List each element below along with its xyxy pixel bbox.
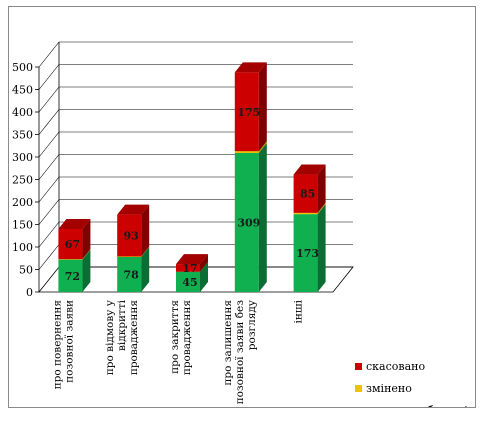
bar-segment-2-1: 93 [117,204,150,257]
data-label: 93 [124,230,139,243]
data-label: 67 [65,238,80,251]
bar-side [317,204,326,292]
gridline [38,41,353,68]
bar-segment-2-0: 67 [58,219,91,260]
data-label: 45 [182,276,197,289]
bar-front [293,212,318,215]
gridline [38,64,353,90]
data-label: 173 [296,247,319,260]
bar-top [117,204,150,215]
bar-top [58,219,91,229]
bar-side [82,219,91,260]
legend-label: змінено [366,382,412,395]
bar-top [234,62,267,73]
x-category-line: про відмову у [104,299,116,375]
bar-side [200,261,208,292]
legend-entry: скасовано [355,360,425,373]
y-tick-label: 500 [12,61,33,74]
data-label: 78 [124,268,140,281]
x-category-label: інші [293,299,305,323]
bar-segment-2-3: 175 [234,62,267,152]
gridline [38,109,353,135]
bar-front [234,152,259,292]
bar-front [117,214,142,257]
chart-frame: 0 50 100 150 200 250 300 350 400 450 500 72 67 78 93 4… [8,6,476,408]
y-tick-label: 300 [12,151,33,164]
data-label: 85 [300,188,315,201]
x-category-line: провадження [128,300,140,376]
bar-front [117,256,142,257]
bar-segment-0-4: 173 [293,204,326,292]
x-category-label: про відмову у відкритті провадження [104,299,140,375]
bar-side [258,62,267,152]
x-category-line: позовної заяви без [234,300,246,405]
bar-side [82,249,91,260]
x-category-line: позовної заяви [63,300,75,383]
bar-front [117,256,142,292]
y-tick-label: 50 [19,264,33,277]
bar-front [58,229,83,260]
bar-segment-0-3: 309 [234,142,267,292]
data-label: 72 [65,270,80,283]
x-category-line: розгляду [246,299,258,350]
legend-label: залишено без змін [366,404,475,407]
y-tick-label: 350 [12,129,33,142]
x-category-line: інші [293,299,305,323]
bar-side [200,254,208,272]
gridline [38,86,353,113]
bar-front [58,259,83,292]
x-category-label: про залишення позовної заяви без розгляду [222,299,258,404]
bar-side [141,246,150,292]
bar-side [317,164,326,213]
bar-side [141,204,150,257]
legend-swatch [355,363,362,370]
bar-top [293,164,326,175]
x-category-label: про закриття провадження [169,300,193,376]
data-label: 309 [237,216,260,229]
bar-side [82,249,91,292]
y-tick-label: 100 [12,241,33,254]
bar-side [317,202,326,215]
bar-front [293,214,318,292]
legend-entry: залишено без змін [366,404,475,407]
y-tick-label: 150 [12,219,33,232]
y-tick-label: 0 [26,286,33,299]
bar-segment-2-4: 85 [293,164,326,213]
bar-side [141,246,150,257]
y-tick-label: 250 [12,174,33,187]
bar-front [234,72,259,152]
x-category-label: про повернення позовної заяви [51,300,75,390]
y-tick-label: 400 [12,106,33,119]
x-category-line: про залишення [222,300,234,386]
legend-label: скасовано [366,360,425,373]
data-label: 17 [182,262,197,275]
bar-front [176,271,200,292]
stacked-bar-chart-3d: 0 50 100 150 200 250 300 350 400 450 500 72 67 78 93 4… [12,41,475,407]
x-category-line: провадження [181,300,193,376]
x-category-line: відкритті [116,299,128,351]
y-tick-label: 450 [12,84,33,97]
data-label: 175 [237,106,260,119]
gridline [38,131,353,158]
y-tick-label: 200 [12,196,33,209]
bar-front [234,151,259,153]
bar-top [176,254,208,265]
bar-side [258,142,267,292]
bar-front [58,259,83,260]
x-category-line: про повернення [51,300,63,390]
bar-front [293,174,318,213]
legend-swatch [355,385,362,392]
x-category-line: про закриття [169,300,181,374]
bar-segment-2-2: 17 [176,254,208,275]
legend-entry: змінено [355,382,412,395]
bar-side [258,141,267,153]
bar-front [176,264,200,272]
